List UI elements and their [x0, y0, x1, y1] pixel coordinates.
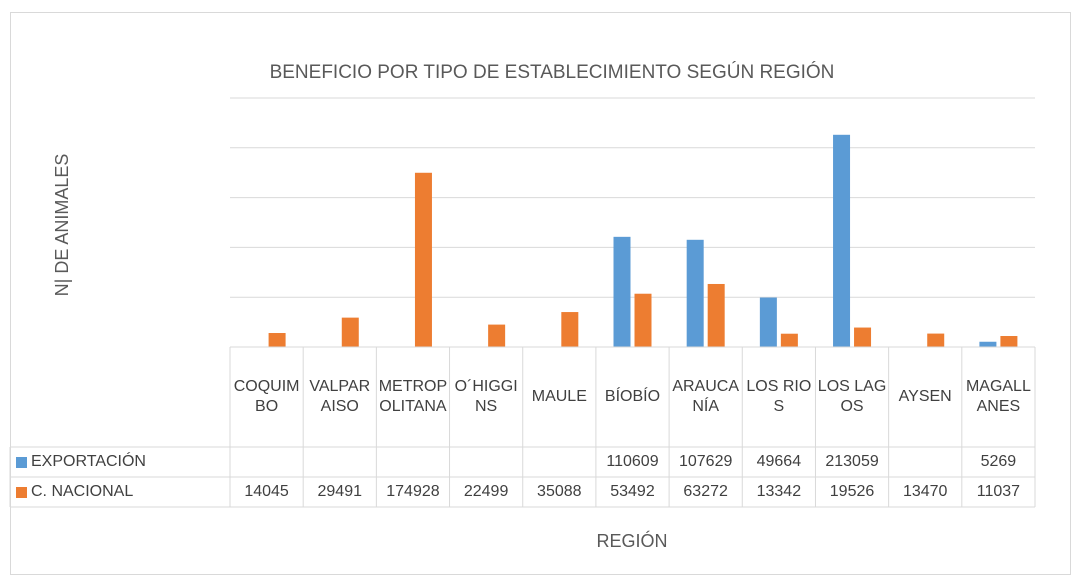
bar: [1000, 336, 1018, 347]
data-cell: 13342: [756, 483, 802, 500]
y-axis-label: N| DE ANIMALES: [52, 154, 72, 297]
category-label: VALPARAISO: [309, 378, 371, 415]
bar: [854, 327, 872, 347]
chart-title: BENEFICIO POR TIPO DE ESTABLECIMIENTO SE…: [270, 61, 835, 83]
bar: [833, 134, 851, 347]
data-cell: 107629: [678, 453, 733, 470]
data-cell: 35088: [537, 483, 582, 500]
bar: [634, 293, 652, 347]
legend-entry: C. NACIONAL: [10, 477, 230, 507]
bar: [979, 341, 997, 347]
legend-key: [16, 486, 27, 498]
bar: [707, 283, 725, 347]
data-cell: 49664: [756, 453, 802, 470]
category-label: LOS LAGOS: [817, 378, 887, 415]
bar: [686, 239, 704, 347]
category-label: MAGALLANES: [965, 378, 1031, 415]
category-label: MAULE: [531, 388, 587, 405]
data-cell: 174928: [386, 483, 440, 500]
data-cell: 19526: [829, 483, 875, 500]
data-cell: 63272: [683, 483, 728, 500]
category-label: BÍOBÍO: [604, 388, 661, 405]
category-label: O´HIGGINS: [454, 378, 518, 415]
data-cell: 22499: [463, 483, 509, 500]
bar: [561, 312, 579, 347]
data-cell: 13470: [902, 483, 948, 500]
data-cell: 5269: [980, 453, 1017, 470]
bar: [414, 172, 432, 347]
category-label: LOS RIOS: [746, 378, 812, 415]
category-label: METROPOLITANA: [378, 378, 448, 415]
legend-key: [16, 456, 27, 468]
legend-entry: EXPORTACIÓN: [10, 447, 230, 477]
legend-text: EXPORTACIÓN: [31, 453, 146, 470]
x-axis-label: REGIÓN: [596, 530, 667, 551]
legend-text: C. NACIONAL: [31, 483, 134, 500]
data-cell: 213059: [825, 453, 879, 470]
bar: [927, 333, 945, 347]
data-cell: 110609: [606, 453, 659, 470]
category-label: AYSEN: [898, 388, 952, 405]
bar: [780, 333, 798, 347]
category-label: COQUIMBO: [233, 378, 300, 415]
bar: [759, 297, 777, 347]
bar: [488, 324, 506, 347]
data-cell: 29491: [317, 483, 363, 500]
data-cell: 14045: [244, 483, 289, 500]
data-cell: 11037: [976, 483, 1021, 500]
bar: [613, 236, 631, 347]
category-label: ARAUCANÍA: [672, 378, 739, 415]
chart-frame: [10, 12, 1071, 575]
bar: [268, 333, 286, 347]
data-cell: 53492: [610, 483, 655, 500]
bar: [341, 317, 359, 347]
